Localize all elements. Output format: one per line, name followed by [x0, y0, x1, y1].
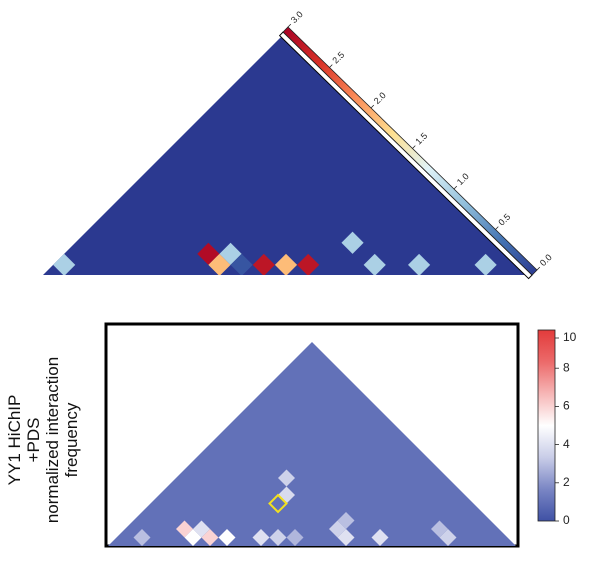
- bottom-triangle-heatmap: [108, 342, 516, 546]
- top-colorbar-tick-mark: [287, 23, 292, 28]
- bottom-heatmap-cell: [286, 529, 304, 546]
- top-colorbar-tick-mark: [453, 185, 458, 190]
- top-heatmap-background: [43, 32, 529, 275]
- top-heatmap-cell: [274, 253, 298, 275]
- top-heatmap-cell: [252, 253, 275, 275]
- top-triangle-heatmap: [43, 32, 529, 275]
- top-heatmap-cell: [230, 253, 253, 275]
- bottom-colorbar-tick-label: 6: [563, 399, 570, 413]
- bottom-colorbar-ticks: 0 2 4 6 8 10: [555, 330, 577, 527]
- bottom-heatmap-cell: [218, 529, 236, 546]
- bottom-heatmap-cells: [133, 469, 457, 546]
- top-heatmap-cell: [363, 253, 386, 275]
- top-colorbar-tick-label: 1.5: [413, 131, 429, 147]
- top-colorbar-tick-label: 0.0: [538, 252, 554, 268]
- top-colorbar-tick-label: 0.5: [496, 212, 512, 228]
- bottom-colorbar-tick-label: 4: [563, 437, 570, 451]
- bottom-colorbar-tick-label: 2: [563, 475, 570, 489]
- top-colorbar-tick-mark: [495, 226, 499, 230]
- y-axis-label: YY1 HiChIP +PDS normalized interaction f…: [5, 357, 81, 523]
- top-heatmap-cell: [408, 253, 431, 275]
- top-colorbar-tick-label: 2.5: [330, 50, 346, 66]
- bottom-heatmap-cell: [431, 520, 448, 538]
- bottom-heatmap-cell: [278, 469, 295, 487]
- top-colorbar-tick-label: 1.0: [455, 171, 471, 187]
- top-colorbar-tick-mark: [412, 145, 416, 149]
- top-heatmap-cell: [219, 242, 242, 265]
- y-label-line-3: normalized interaction: [43, 357, 62, 523]
- bottom-heatmap-cell: [269, 529, 287, 546]
- bottom-heatmap-cell: [201, 529, 219, 546]
- highlight-diamond: [268, 493, 288, 514]
- top-colorbar: 0.0 0.5 1.0 1.5 2.0 2.5 3.0: [278, 9, 554, 280]
- top-heatmap-cell: [197, 242, 220, 265]
- top-colorbar-tick-label: 2.0: [372, 90, 388, 106]
- top-heatmap-cell: [208, 253, 231, 275]
- bottom-colorbar-tick-label: 8: [563, 360, 570, 374]
- bottom-colorbar: 0 2 4 6 8 10: [537, 329, 577, 527]
- bottom-heatmap-cell: [337, 529, 355, 546]
- top-colorbar-tick-mark: [370, 104, 375, 109]
- top-heatmap-cells: [53, 231, 497, 275]
- bottom-colorbar-bar: [537, 329, 556, 522]
- bottom-colorbar-tick-label: 10: [563, 330, 577, 344]
- y-label-line-2: +PDS: [24, 418, 43, 463]
- top-colorbar-ticks: 0.0 0.5 1.0 1.5 2.0 2.5 3.0: [287, 9, 554, 271]
- y-label-line-1: YY1 HiChIP: [5, 395, 24, 486]
- bottom-heatmap-cell: [133, 529, 151, 546]
- bottom-heatmap-cell: [184, 529, 202, 546]
- y-label-line-4: frequency: [62, 402, 81, 477]
- bottom-heatmap-cell: [252, 529, 270, 546]
- top-colorbar-tick-mark: [536, 266, 541, 271]
- top-heatmap-cell: [297, 253, 320, 275]
- top-heatmap-cell: [341, 231, 364, 254]
- top-heatmap-cell: [53, 253, 76, 275]
- top-colorbar-tick-label: 3.0: [289, 9, 305, 25]
- bottom-colorbar-tick-label: 0: [563, 513, 570, 527]
- bottom-heatmap-cell: [371, 529, 389, 546]
- top-heatmap-cell: [474, 253, 497, 275]
- top-colorbar-tick-mark: [329, 64, 333, 68]
- bottom-heatmap-background: [108, 342, 516, 546]
